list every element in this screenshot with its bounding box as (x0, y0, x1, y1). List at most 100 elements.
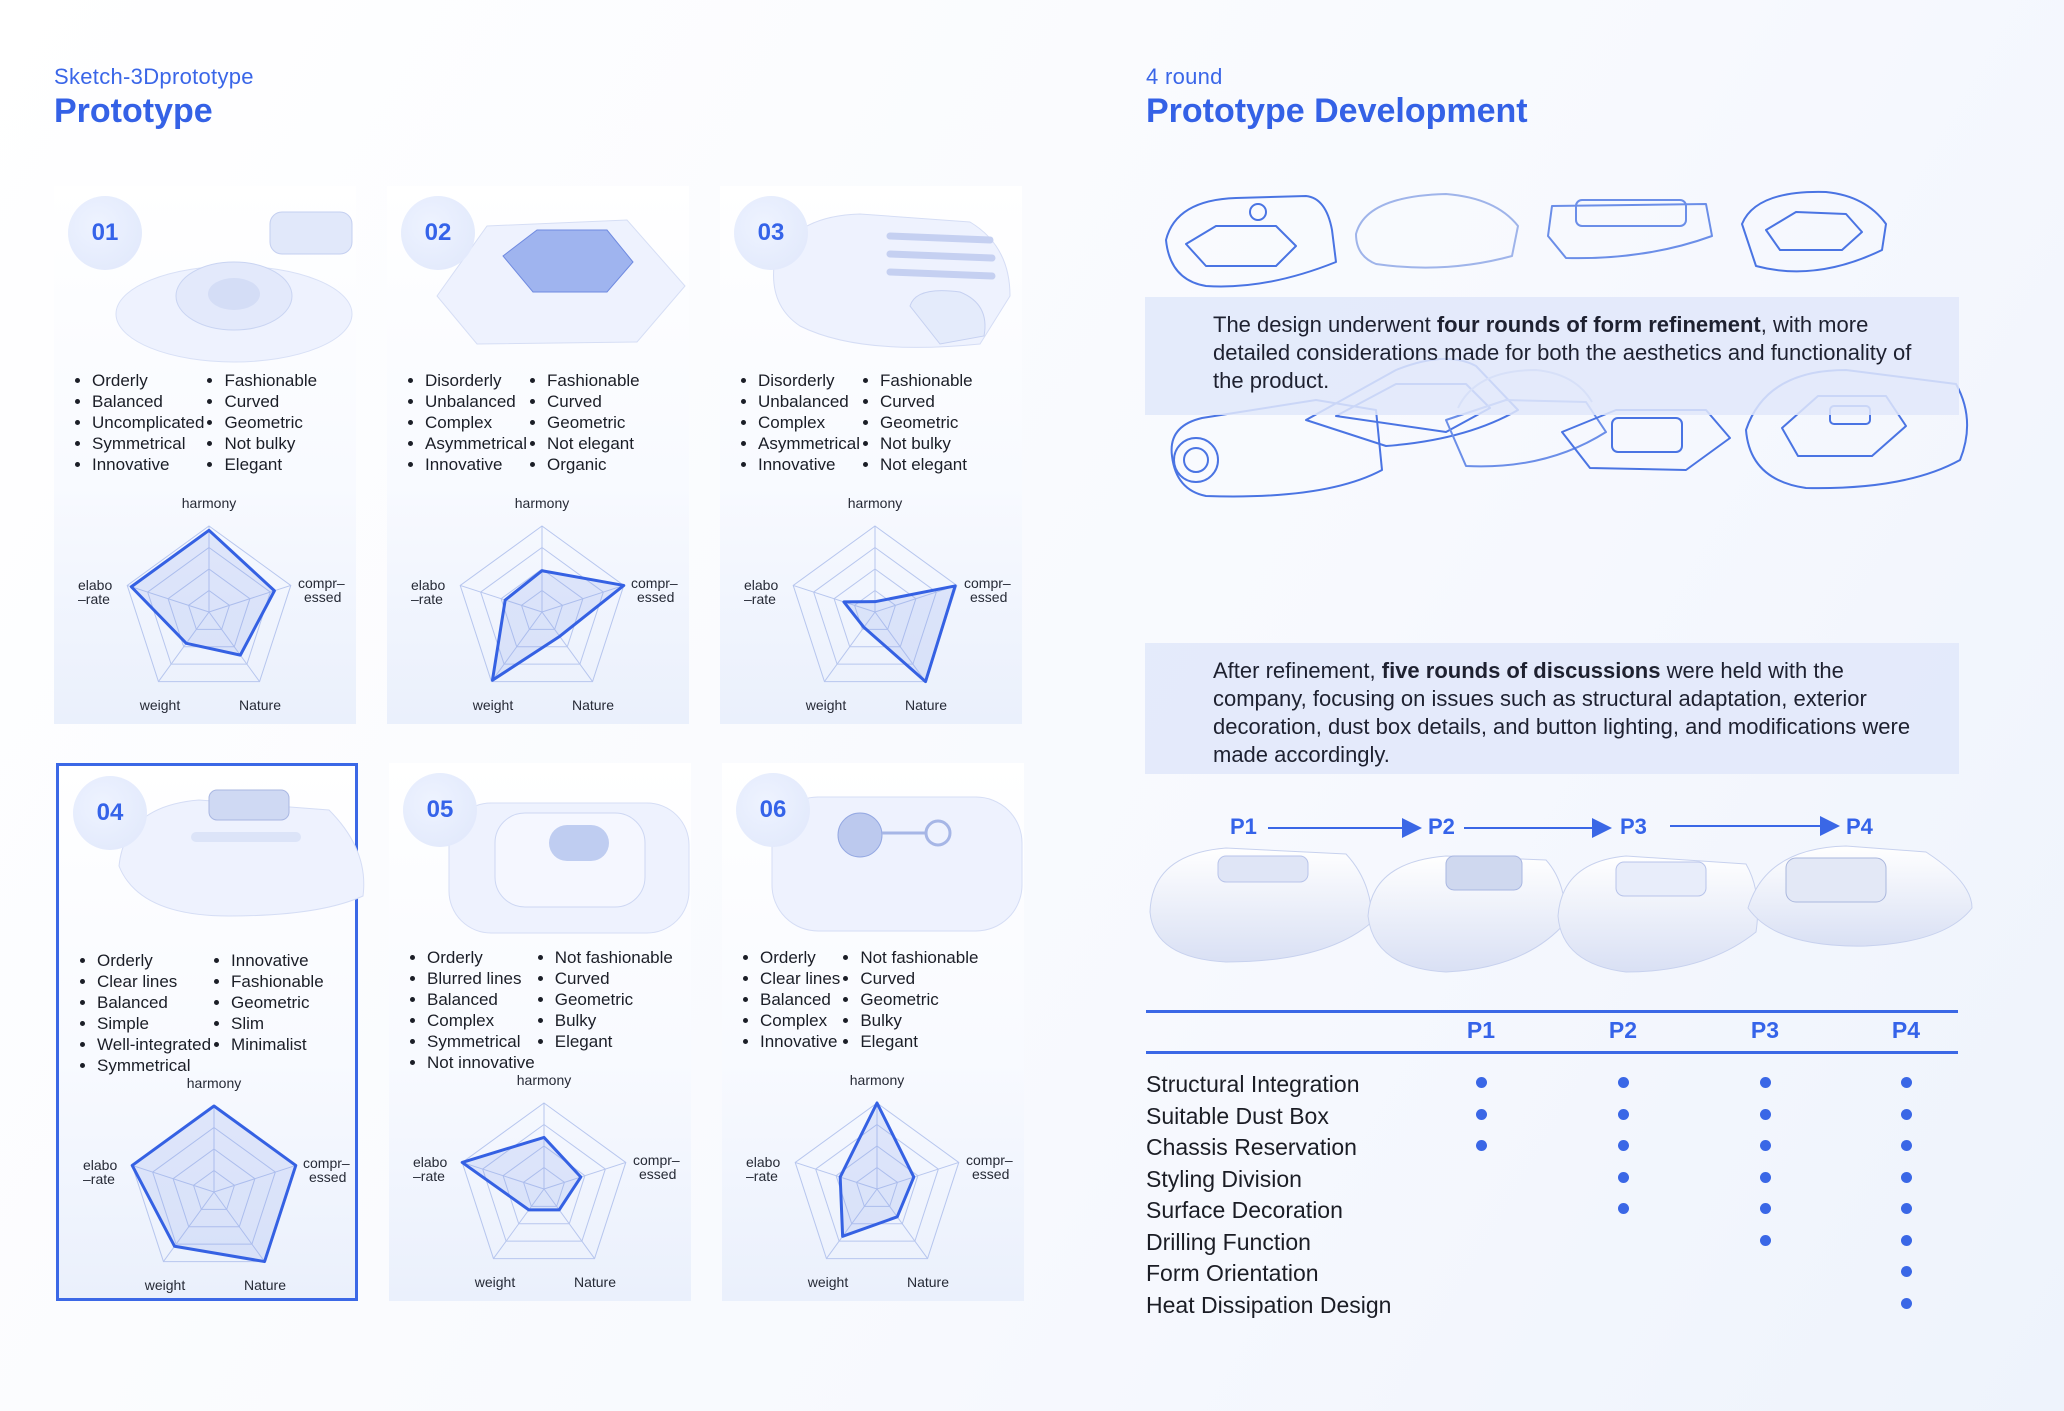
radar-axis-label: compr– (298, 575, 345, 591)
radar-axis-label: –rate (744, 591, 776, 607)
radar-axis (874, 611, 926, 682)
column-header: P4 (1891, 1017, 1921, 1043)
attribute-column: FashionableCurvedGeometricNot elegantOrg… (533, 370, 640, 475)
table-row: Form Orientation (1146, 1257, 1958, 1289)
text2-post: were held with the company, focusing on … (1213, 658, 1911, 767)
feature-check-dot (1901, 1108, 1912, 1120)
attribute-item: Simple (97, 1013, 211, 1034)
discussion-description: After refinement, five rounds of discuss… (1145, 643, 1959, 774)
feature-check-dot (1760, 1140, 1771, 1151)
attribute-list: OrderlyClear linesBalancedSimpleWell-int… (79, 950, 324, 1076)
radar-axis (541, 584, 624, 613)
attribute-item: Innovative (758, 454, 860, 475)
attribute-list: OrderlyClear linesBalancedComplexInnovat… (742, 947, 978, 1052)
feature-check-dot (1476, 1108, 1487, 1120)
attribute-item: Fashionable (224, 370, 317, 391)
radar-axis-label: essed (304, 589, 341, 605)
feature-check-dot (1618, 1171, 1629, 1183)
radar-axis (213, 1164, 296, 1193)
feature-check-dot (1760, 1203, 1771, 1214)
radar-axis-label: essed (309, 1169, 346, 1185)
radar-axis (493, 1188, 545, 1259)
prototype-card-06[interactable]: 06 OrderlyClear linesBalancedComplexInnov… (722, 763, 1024, 1301)
attribute-item: Curved (860, 968, 978, 989)
radar-axis (876, 1188, 928, 1259)
table-row: Structural Integration (1146, 1068, 1958, 1100)
section-title: Prototype (54, 92, 213, 130)
prototype-card-05[interactable]: 05 OrderlyBlurred linesBalancedComplexSym… (389, 763, 691, 1301)
radar-axis (208, 584, 291, 613)
prototype-card-01[interactable]: 01 OrderlyBalancedUncomplicatedSymmetrica… (54, 186, 356, 724)
attribute-item: Not fashionable (555, 947, 673, 968)
attribute-item: Elegant (860, 1031, 978, 1052)
radar-axis-label: –rate (413, 1168, 445, 1184)
text2-emphasis: five rounds of discussions (1381, 658, 1661, 683)
feature-check-dot (1901, 1234, 1912, 1246)
table-row: Drilling Function (1146, 1226, 1958, 1258)
radar-grid-ring (794, 1102, 960, 1260)
feature-check-dot (1618, 1077, 1629, 1088)
prototype-card-04[interactable]: 04 OrderlyClear linesBalancedSimpleWell-i… (56, 763, 365, 1301)
radar-axis (158, 611, 210, 682)
radar-value-shape (130, 1104, 298, 1264)
attribute-item: Clear lines (97, 971, 211, 992)
radar-axis-label: weight (139, 697, 181, 713)
attribute-item: Elegant (555, 1031, 673, 1052)
attribute-item: Balanced (760, 989, 840, 1010)
radar-grid-ring (461, 1102, 627, 1260)
attribute-item: Disorderly (425, 370, 527, 391)
progression-label-p4: P4 (1846, 814, 1873, 839)
radar-axis-label: –rate (78, 591, 110, 607)
prototype-card-02[interactable]: 02 DisorderlyUnbalancedComplexAsymmetrica… (387, 186, 689, 724)
radar-axis-label: elabo (413, 1154, 447, 1170)
table-row: Chassis Reservation (1146, 1131, 1958, 1163)
text2-pre: After refinement, (1213, 658, 1382, 683)
attribute-item: Balanced (97, 992, 211, 1013)
attribute-item: Uncomplicated (92, 412, 204, 433)
attribute-column: OrderlyClear linesBalancedSimpleWell-int… (79, 950, 211, 1076)
radar-axis (795, 1161, 878, 1190)
attribute-item: Innovative (92, 454, 204, 475)
prototype-render (407, 196, 686, 366)
radar-axis (491, 611, 543, 682)
feature-check-dot (1760, 1108, 1771, 1120)
radar-axis-label: weight (472, 697, 514, 713)
text1-post: , with more detailed considerations made… (1213, 312, 1912, 393)
feature-label: Suitable Dust Box (1146, 1102, 1329, 1129)
attribute-item: Complex (425, 412, 527, 433)
radar-axis-label: compr– (303, 1155, 350, 1171)
prototype-render (74, 196, 353, 366)
attribute-item: Minimalist (231, 1034, 324, 1055)
radar-axis (132, 1164, 215, 1193)
progression-label-p3: P3 (1620, 814, 1647, 839)
feature-check-dot (1901, 1140, 1912, 1151)
radar-axis-label: weight (144, 1277, 186, 1293)
text1-pre: The design underwent (1213, 312, 1437, 337)
radar-axis-label: harmony (187, 1076, 241, 1091)
radar-axis-label: compr– (633, 1152, 680, 1168)
section-subtitle: Sketch-3Dprototype (54, 64, 254, 89)
attribute-item: Symmetrical (92, 433, 204, 454)
feature-check-dot (1901, 1171, 1912, 1183)
prototype-number-badge: 01 (68, 196, 142, 270)
radar-axis (876, 1161, 959, 1190)
attribute-item: Bulky (860, 1010, 978, 1031)
prototype-card-03[interactable]: 03 DisorderlyUnbalancedComplexAsymmetrica… (720, 186, 1022, 724)
column-header: P1 (1466, 1017, 1496, 1043)
radar-axis-label: elabo (78, 577, 112, 593)
attribute-column: Not fashionableCurvedGeometricBulkyElega… (541, 947, 673, 1073)
attribute-column: DisorderlyUnbalancedComplexAsymmetricalI… (740, 370, 860, 475)
attribute-item: Slim (231, 1013, 324, 1034)
column-header: P3 (1750, 1017, 1780, 1043)
radar-axis-label: essed (639, 1166, 676, 1182)
radar-value-shape (129, 528, 276, 657)
radar-axis-label: harmony (182, 496, 236, 511)
attribute-item: Bulky (555, 1010, 673, 1031)
radar-axis-label: –rate (411, 591, 443, 607)
radar-axis (163, 1191, 215, 1262)
radar-axis-label: harmony (848, 496, 902, 511)
radar-grid-ring (187, 589, 231, 630)
attribute-item: Geometric (224, 412, 317, 433)
feature-label: Form Orientation (1146, 1260, 1319, 1286)
attribute-list: OrderlyBalancedUncomplicatedSymmetricalI… (74, 370, 317, 475)
